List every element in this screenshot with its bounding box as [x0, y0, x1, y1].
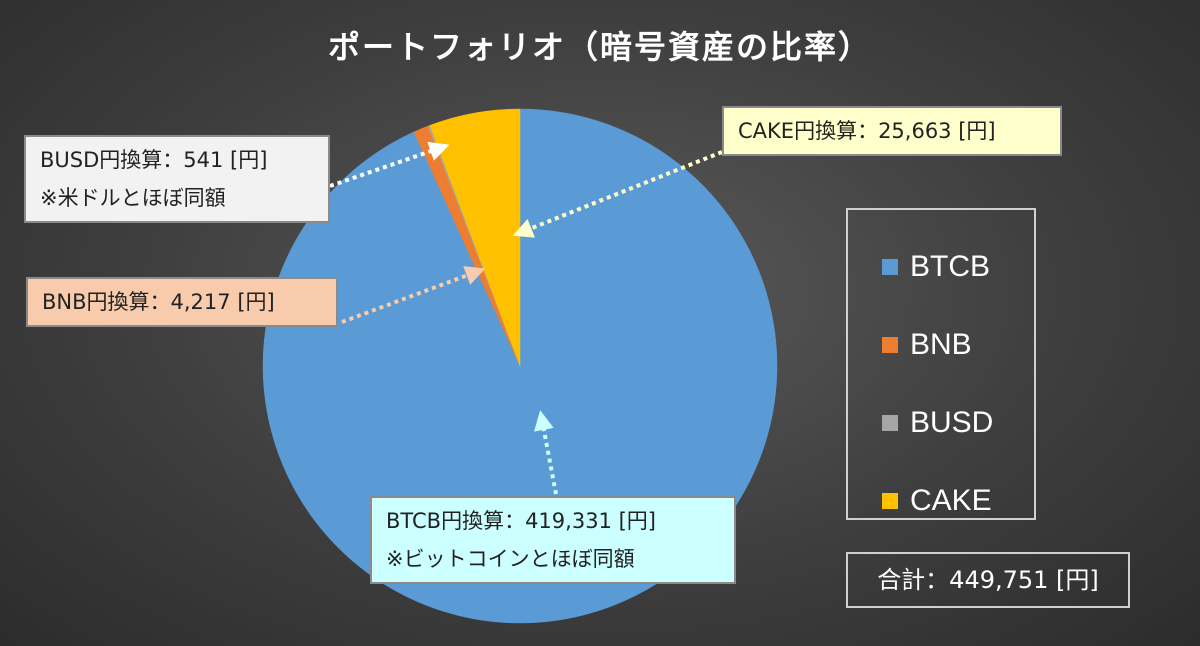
chart-title: ポートフォリオ（暗号資産の比率）: [327, 28, 872, 66]
arrow-busd: [329, 141, 450, 188]
legend-label-btcb: BTCB: [910, 250, 991, 283]
legend-swatch-cake: [882, 493, 898, 509]
legend-swatch-bnb: [882, 337, 898, 353]
legend-item-cake: CAKE: [848, 462, 1034, 540]
callout-btcb-line-1: BTCB円換算：419,331 [円]: [386, 509, 656, 533]
callout-bnb: BNB円換算：4,217 [円]: [26, 277, 338, 327]
legend-item-busd: BUSD: [848, 384, 1034, 462]
legend-item-bnb: BNB: [848, 306, 1034, 384]
legend-item-btcb: BTCB: [848, 228, 1034, 306]
legend-swatch-btcb: [882, 259, 898, 275]
callout-btcb: BTCB円換算：419,331 [円] ※ビットコインとほぼ同額: [370, 496, 736, 584]
callout-busd: BUSD円換算：541 [円] ※米ドルとほぼ同額: [24, 135, 330, 223]
chart-legend: BTCB BNB BUSD CAKE: [846, 208, 1036, 520]
legend-swatch-busd: [882, 415, 898, 431]
callout-arrows: [329, 141, 723, 495]
callout-cake-line-1: CAKE円換算：25,663 [円]: [738, 119, 996, 143]
legend-label-busd: BUSD: [910, 406, 994, 439]
pie-slice-cake: [429, 108, 521, 367]
legend-label-bnb: BNB: [910, 328, 972, 361]
arrow-cake: [512, 150, 723, 238]
callout-cake: CAKE円換算：25,663 [円]: [722, 106, 1062, 156]
callout-busd-line-2: ※米ドルとほぼ同額: [40, 186, 226, 210]
callout-busd-line-1: BUSD円換算：541 [円]: [40, 148, 268, 172]
callout-bnb-line-1: BNB円換算：4,217 [円]: [42, 290, 275, 314]
pie-slices: [262, 108, 778, 624]
total-value: 合計：449,751 [円]: [846, 552, 1130, 608]
legend-label-cake: CAKE: [910, 484, 992, 517]
callout-btcb-line-2: ※ビットコインとほぼ同額: [386, 547, 635, 571]
